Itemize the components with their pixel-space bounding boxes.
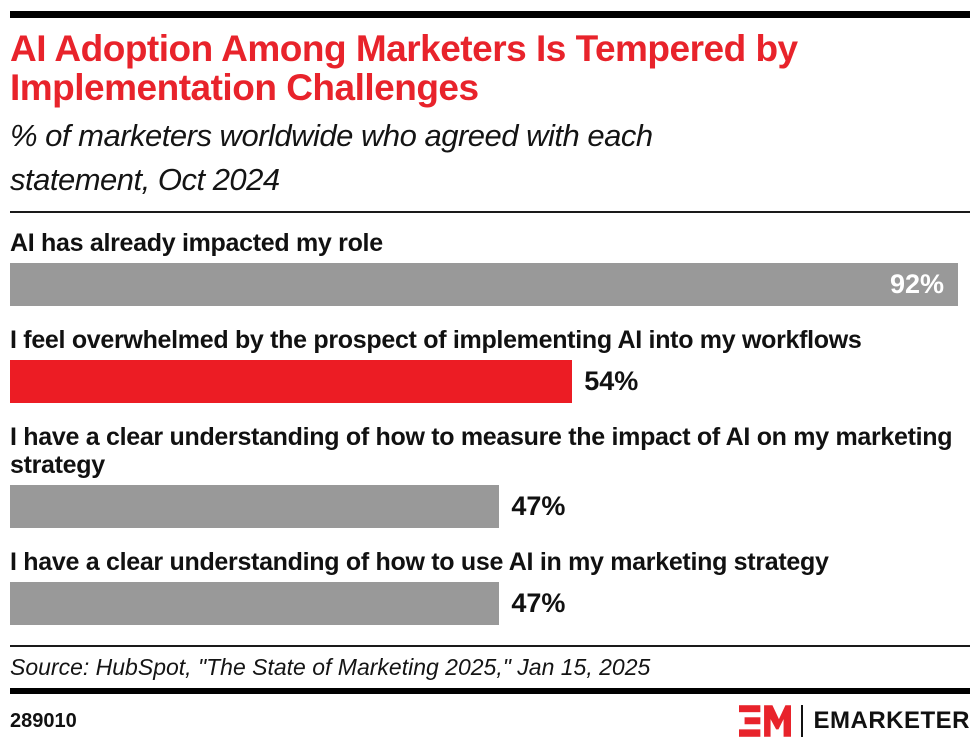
brand-lockup: EMARKETER — [739, 705, 970, 737]
bar-value-outside: 54% — [584, 366, 639, 396]
bar-row: 47% — [10, 582, 970, 625]
chart-subtitle-line2: statement, Oct 2024 — [10, 162, 280, 197]
chart-subtitle-line1: % of marketers worldwide who agreed with… — [10, 118, 653, 153]
bar-row: 54% — [10, 360, 970, 403]
bar-row: 47% — [10, 485, 970, 528]
bar-label: I have a clear understanding of how to m… — [10, 423, 953, 479]
bar-group: I have a clear understanding of how to u… — [10, 548, 970, 625]
bar-fill — [10, 360, 573, 403]
bar-label: AI has already impacted my role — [10, 229, 383, 257]
chart-subtitle: % of marketers worldwide who agreed with… — [10, 114, 970, 202]
brand-divider — [801, 705, 804, 737]
bar-value-outside: 47% — [511, 588, 566, 618]
header-divider — [10, 211, 970, 213]
bar-value-outside: 47% — [511, 491, 566, 521]
emarketer-logo-icon — [739, 705, 792, 737]
bar-fill — [10, 582, 500, 625]
top-rule — [10, 11, 970, 18]
source-divider — [10, 645, 970, 647]
footer: 289010 EMARKETER — [10, 705, 970, 737]
chart-id: 289010 — [10, 709, 77, 732]
source-text: Source: HubSpot, "The State of Marketing… — [10, 654, 651, 680]
chart-title: AI Adoption Among Marketers Is Tempered … — [10, 29, 970, 107]
bar-group: I have a clear understanding of how to m… — [10, 423, 970, 528]
bar-group: AI has already impacted my role 92% — [10, 229, 970, 306]
brand-name: EMARKETER — [813, 707, 970, 734]
chart-page: AI Adoption Among Marketers Is Tempered … — [0, 11, 980, 737]
chart-title-line1: AI Adoption Among Marketers Is Tempered … — [10, 28, 798, 69]
bar-row: 92% — [10, 263, 970, 306]
bar-label: I feel overwhelmed by the prospect of im… — [10, 326, 862, 354]
bar-fill: 92% — [10, 263, 958, 306]
bar-chart: AI has already impacted my role 92% I fe… — [10, 213, 970, 625]
bar-fill — [10, 485, 500, 528]
bar-label: I have a clear understanding of how to u… — [10, 548, 829, 576]
chart-title-line2: Implementation Challenges — [10, 67, 479, 108]
bottom-rule — [10, 688, 970, 694]
bar-value-inside: 92% — [889, 269, 944, 299]
bar-group: I feel overwhelmed by the prospect of im… — [10, 326, 970, 403]
